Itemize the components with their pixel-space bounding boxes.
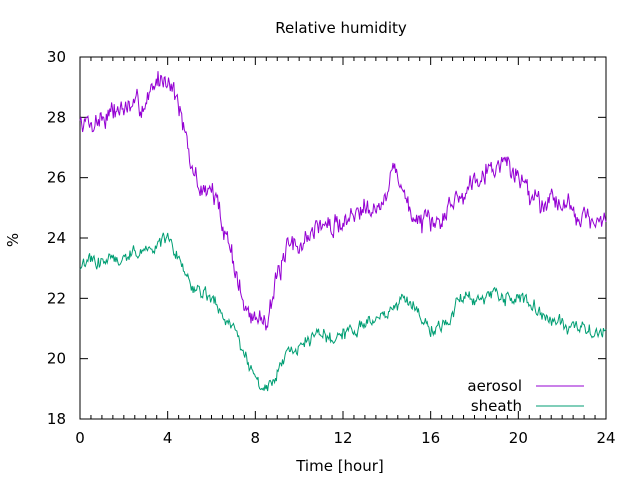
x-tick-label: 12	[333, 429, 352, 447]
y-tick-label: 22	[47, 289, 66, 307]
plot-frame	[79, 56, 607, 420]
x-axis-label: Time [hour]	[295, 457, 384, 475]
y-tick-label: 30	[47, 48, 66, 66]
legend-label-aerosol: aerosol	[467, 377, 522, 395]
x-tick-label: 4	[163, 429, 173, 447]
x-tick-label: 8	[251, 429, 261, 447]
chart-title: Relative humidity	[275, 19, 407, 37]
y-tick-label: 20	[47, 350, 66, 368]
x-tick-label: 20	[509, 429, 528, 447]
x-tick-label: 24	[596, 429, 615, 447]
series-line-aerosol	[79, 71, 607, 331]
y-tick-label: 28	[47, 108, 66, 126]
legend-label-sheath: sheath	[471, 397, 522, 415]
x-tick-label: 0	[75, 429, 85, 447]
y-axis-label: %	[4, 233, 22, 247]
x-tick-label: 16	[421, 429, 440, 447]
legend: aerosol sheath	[467, 377, 584, 415]
series-line-sheath	[79, 232, 607, 392]
y-tick-label: 24	[47, 229, 66, 247]
y-tick-label: 26	[47, 169, 66, 187]
y-tick-label: 18	[47, 410, 66, 428]
